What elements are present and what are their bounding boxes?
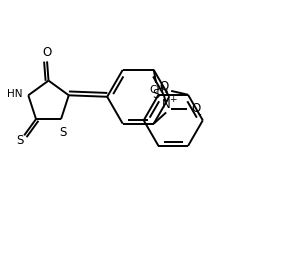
- Text: N: N: [162, 98, 171, 111]
- Text: S: S: [152, 88, 160, 101]
- Text: S: S: [59, 125, 66, 139]
- Text: O: O: [42, 46, 52, 59]
- Text: S: S: [17, 134, 24, 147]
- Text: HN: HN: [8, 89, 23, 99]
- Text: O: O: [191, 102, 200, 115]
- Text: CH₃: CH₃: [149, 85, 168, 95]
- Text: O: O: [159, 80, 169, 93]
- Text: +: +: [169, 95, 176, 104]
- Text: -: -: [198, 109, 202, 119]
